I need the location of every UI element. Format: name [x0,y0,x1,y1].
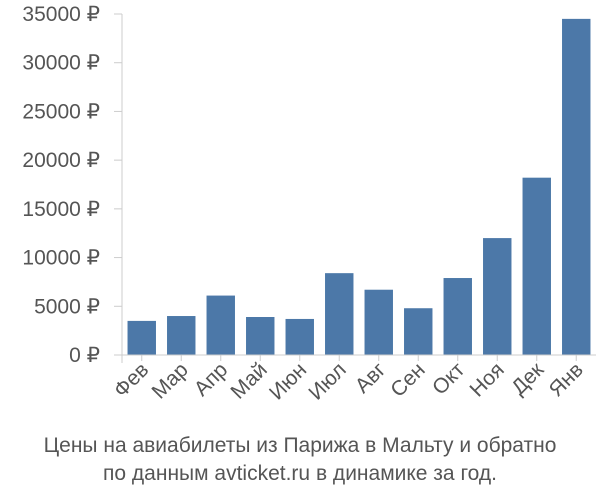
x-tick-label: Июн [265,358,311,404]
x-tick-label: Ноя [465,358,508,401]
bar [206,295,235,355]
y-tick-label: 5000 ₽ [34,295,100,318]
x-tick-label: Дек [507,358,549,400]
x-tick-label: Фев [110,358,154,402]
bar [285,318,314,355]
bar [246,317,275,355]
chart-caption-line-2: по данным avticket.ru в динамике за год. [103,462,497,485]
bar [167,316,196,355]
x-tick-label: Июл [304,358,350,404]
y-tick-label: 15000 ₽ [22,198,100,221]
y-tick-label: 25000 ₽ [22,100,100,123]
y-tick-label: 35000 ₽ [22,3,100,26]
bar [404,308,433,355]
x-tick-label: Май [226,358,271,403]
bar [443,278,472,355]
y-axis: 0 ₽ 5000 ₽ 10000 ₽ 15000 ₽ 20000 ₽ 25000 ₽ 300… [22,3,123,367]
chart-caption-line-1: Цены на авиабилеты из Парижа в Мальту и … [43,434,557,457]
x-tick-label: Мар [147,358,192,403]
y-tick-label: 20000 ₽ [22,149,100,172]
bar [325,273,354,355]
bar [483,238,512,355]
x-tick-label: Авг [351,358,391,398]
y-tick-label: 30000 ₽ [22,52,100,75]
bars [127,18,591,356]
bar [522,177,551,355]
bar [562,18,591,356]
x-tick-label: Окт [428,358,470,400]
y-tick-label: 10000 ₽ [22,247,100,270]
x-tick-label: Янв [545,358,588,401]
bar [127,320,156,355]
bar [364,289,393,355]
x-tick-label: Апр [190,358,232,400]
y-tick-label: 0 ₽ [69,344,100,367]
x-tick-label: Сен [386,358,429,401]
